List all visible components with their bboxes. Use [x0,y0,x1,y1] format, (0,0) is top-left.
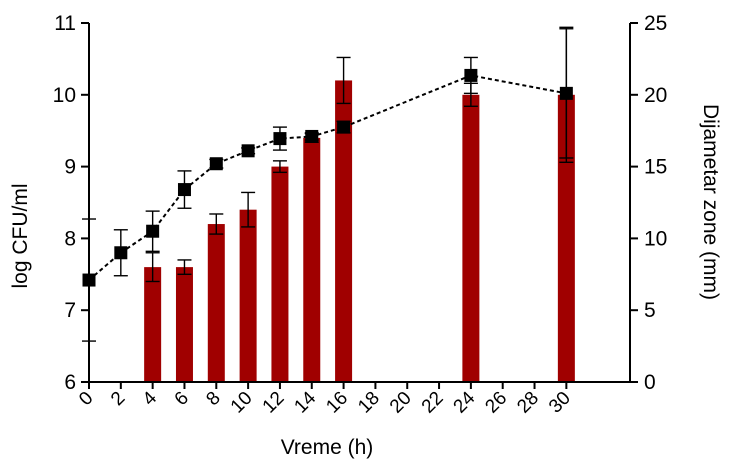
bar-error-bar [209,213,224,235]
y2-tick-label: 0 [644,371,656,394]
x-tick-label: 28 [513,388,543,418]
bar-error-bar [177,259,192,275]
data-point [464,68,478,82]
data-point [114,246,128,260]
y-tick-label: 7 [64,299,76,322]
x-tick-label: 22 [418,388,448,418]
y-tick-label: 8 [64,227,76,250]
y2-axis-title: Dijametar zone (mm) [699,104,722,300]
x-tick-label: 26 [481,388,511,418]
y2-tick-label: 20 [644,84,667,107]
data-point [305,129,319,143]
data-point [241,144,255,158]
x-tick-label: 8 [203,388,225,410]
data-point [273,132,287,146]
x-tick-label: 6 [171,388,193,410]
y-tick-label: 6 [64,371,76,394]
x-tick-label: 14 [291,387,321,417]
y2-tick-label: 5 [644,299,656,322]
y-tick-label: 9 [64,156,76,179]
y2-tick-label: 10 [644,227,667,250]
x-tick-label: 30 [545,388,575,418]
x-tick-label: 12 [259,388,289,418]
y-tick-label: 11 [54,12,76,35]
y2-tick-label: 15 [644,156,667,179]
data-point [177,183,191,197]
bar [175,267,193,382]
bar-error-bar [272,160,287,174]
series-line [88,74,567,281]
bar [271,166,289,382]
bar [335,80,353,382]
bar-error-bar [145,252,160,283]
x-tick-label: 16 [322,388,352,418]
x-tick-label: 20 [386,388,416,418]
data-point [146,224,160,238]
x-tick-label: 18 [354,388,384,418]
bar [144,267,162,382]
bar [462,94,480,383]
bar [303,137,321,382]
y-axis-title: log CFU/ml [9,183,32,288]
x-tick-label: 2 [107,388,129,410]
axes-layer [88,23,631,383]
bar [557,94,575,383]
y2-tick-label: 25 [644,12,667,35]
x-tick-label: 10 [227,388,257,418]
y-tick-label: 10 [53,84,76,107]
data-point [209,157,223,171]
bar-error-bar [241,191,256,228]
x-tick-label: 24 [450,387,480,417]
bar [207,224,225,382]
bars-layer [144,80,575,383]
x-tick-label: 0 [75,388,97,410]
bar-error-bar [336,56,351,105]
data-point [559,86,573,100]
x-tick-label: 4 [139,387,162,410]
data-point [337,120,351,134]
bar [239,209,257,382]
x-axis-title: Vreme (h) [281,436,374,459]
